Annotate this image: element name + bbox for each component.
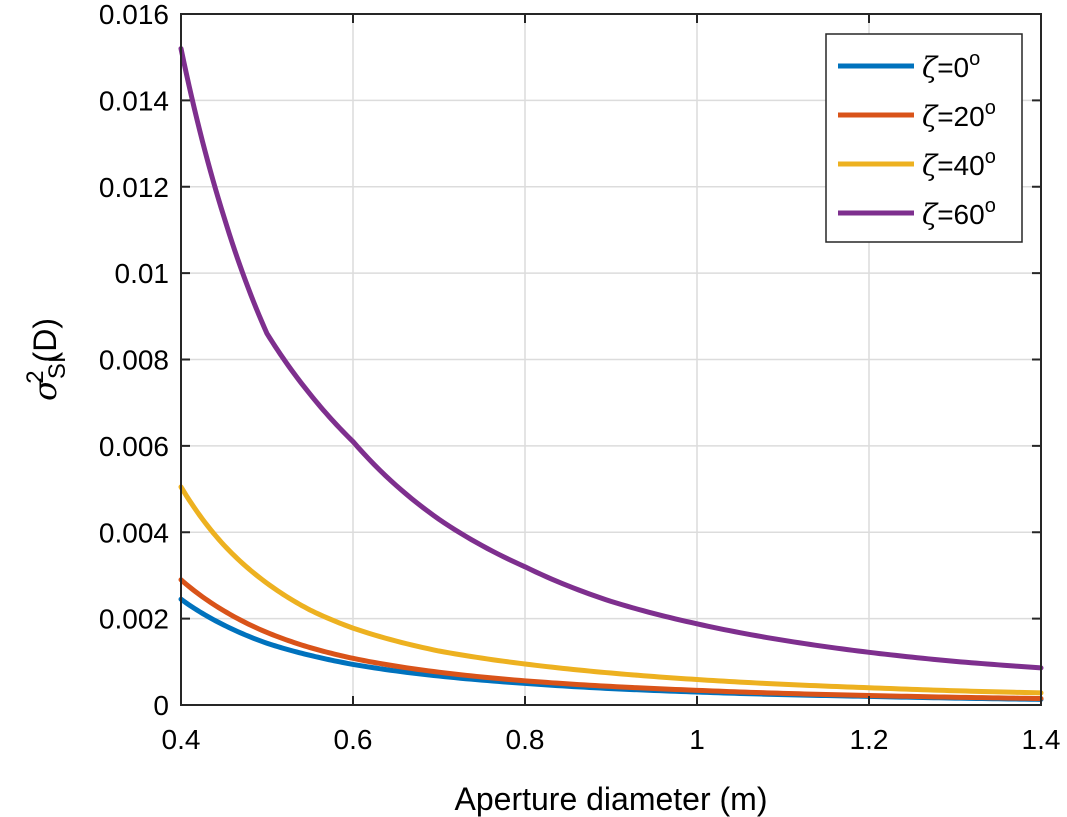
y-tick-label: 0.014 xyxy=(99,85,169,116)
y-tick-label: 0.012 xyxy=(99,172,169,203)
series-line xyxy=(178,484,1044,696)
x-axis-title: Aperture diameter (m) xyxy=(455,781,768,817)
legend-label-symbol: ζ xyxy=(922,149,939,182)
series-line xyxy=(178,577,1044,702)
legend-label-unit: o xyxy=(985,146,996,168)
legend-label-symbol: ζ xyxy=(922,51,939,84)
y-tick-label: 0.004 xyxy=(99,517,169,548)
legend-label: ζ=40o xyxy=(922,146,996,182)
legend-label-value: =40 xyxy=(937,150,985,181)
legend-label: ζ=20o xyxy=(922,97,996,133)
legend-label-symbol: ζ xyxy=(922,100,939,133)
legend-item: ζ=0o xyxy=(838,48,980,84)
y-tick-label: 0 xyxy=(153,690,169,721)
x-tick-label: 0.6 xyxy=(334,724,373,755)
legend-label-unit: o xyxy=(969,48,980,70)
x-tick-label: 0.4 xyxy=(162,724,201,755)
x-axis-ticks: 0.4 0.6 0.8 1 1.2 1.4 xyxy=(162,14,1061,755)
y-axis-title-superscript: 2 xyxy=(22,370,49,383)
series-line xyxy=(178,46,1044,671)
y-axis-title-suffix: (D) xyxy=(27,318,63,362)
legend-label-unit: o xyxy=(985,195,996,217)
y-tick-label: 0.008 xyxy=(99,345,169,376)
legend-label-symbol: ζ xyxy=(922,198,939,231)
y-axis-ticks: 0 0.002 0.004 0.006 0.008 0.01 0.012 0.014 0.016 xyxy=(99,0,1041,721)
y-axis-title-subscript: SI xyxy=(44,356,71,379)
legend-item: ζ=20o xyxy=(838,97,996,133)
svg-text:σSI2(D): σSI2 (D) xyxy=(22,318,71,401)
x-tick-label: 1.4 xyxy=(1022,724,1061,755)
x-tick-label: 1.2 xyxy=(850,724,889,755)
y-tick-label: 0.016 xyxy=(99,0,169,30)
legend-label-value: =60 xyxy=(937,199,985,230)
legend-label-unit: o xyxy=(985,97,996,119)
y-tick-label: 0.002 xyxy=(99,604,169,635)
x-tick-label: 0.8 xyxy=(506,724,545,755)
legend-label-value: =20 xyxy=(937,101,985,132)
legend-item: ζ=60o xyxy=(838,195,996,231)
legend-label: ζ=60o xyxy=(922,195,996,231)
y-axis-title-symbol: σ xyxy=(26,378,64,401)
legend-label: ζ=0o xyxy=(922,48,980,84)
legend-item: ζ=40o xyxy=(838,146,996,182)
y-axis-title: σSI2 (D) xyxy=(22,318,71,401)
y-tick-label: 0.01 xyxy=(115,258,170,289)
y-tick-label: 0.006 xyxy=(99,431,169,462)
x-tick-label: 1 xyxy=(689,724,705,755)
legend-label-value: =0 xyxy=(937,52,969,83)
legend-box xyxy=(825,33,1023,243)
